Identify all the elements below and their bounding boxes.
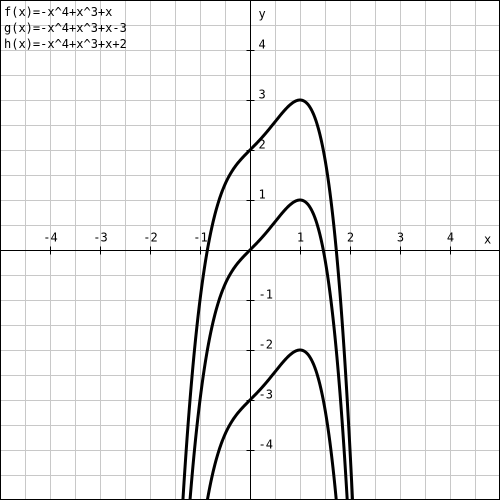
x-tick-label: 4 — [447, 231, 454, 245]
y-tick-label: -2 — [259, 338, 273, 352]
legend: f(x)=-x^4+x^3+x g(x)=-x^4+x^3+x-3 h(x)=-… — [4, 5, 127, 51]
y-tick-label: 3 — [259, 88, 266, 102]
legend-entry-g: g(x)=-x^4+x^3+x-3 — [4, 21, 127, 35]
legend-entry-h: h(x)=-x^4+x^3+x+2 — [4, 37, 127, 51]
curve-series-0 — [188, 198, 349, 500]
y-axis-label: y — [259, 7, 266, 21]
curve-series-1 — [205, 348, 338, 500]
curve-series-2 — [181, 98, 355, 500]
x-axis-label: x — [484, 233, 491, 247]
x-tick-label: 3 — [397, 231, 404, 245]
x-tick-label: -4 — [43, 231, 57, 245]
y-tick-label: -3 — [259, 388, 273, 402]
y-tick-label: 1 — [259, 188, 266, 202]
ticks: -4 -3 -2 -1 1 2 3 4 4 3 2 1 -1 -2 -3 -4 — [43, 38, 454, 452]
x-tick-label: -1 — [193, 231, 207, 245]
y-tick-label: 4 — [259, 38, 266, 52]
x-tick-label: -3 — [93, 231, 107, 245]
curves — [181, 98, 355, 500]
x-tick-label: -2 — [143, 231, 157, 245]
x-tick-label: 2 — [347, 231, 354, 245]
y-tick-label: -4 — [259, 438, 273, 452]
y-tick-label: 2 — [259, 138, 266, 152]
legend-entry-f: f(x)=-x^4+x^3+x — [4, 5, 112, 19]
x-tick-label: 1 — [297, 231, 304, 245]
y-tick-label: -1 — [259, 288, 273, 302]
